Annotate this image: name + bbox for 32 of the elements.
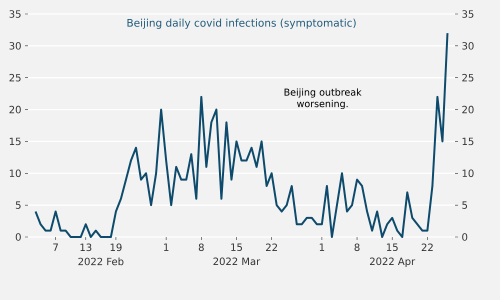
y2-tick-label: 25	[462, 74, 474, 82]
y2-tick-label: 20	[462, 106, 474, 114]
y-tick-label: 10	[10, 169, 21, 178]
x2-tick-label: 2022 Feb	[78, 258, 124, 266]
x2-tick-label: 2022 Mar	[213, 258, 260, 266]
x-tick-label: 8	[198, 244, 204, 252]
chart-title: Beijing daily covid infections (symptomatic)	[127, 18, 356, 29]
y2-tick-label: 30	[462, 42, 474, 50]
x-tick-label: 1	[164, 244, 168, 251]
y2-tick-label: 35	[462, 10, 474, 18]
x-tick-label: 8	[354, 244, 360, 252]
y-tick-label: 35	[10, 10, 21, 18]
y2-tick-label: 15	[462, 138, 474, 146]
y-tick-label: 30	[10, 42, 21, 50]
annotation: Beijing outbreak worsening.	[284, 88, 362, 110]
x2-tick-label: 2022 Apr	[370, 258, 416, 268]
x-tick-label: 15	[231, 244, 242, 251]
y-tick-label: 15	[10, 138, 21, 146]
y-tick-label: 20	[9, 106, 21, 114]
y-tick-label: 5	[16, 201, 21, 209]
y-tick-label: 0	[16, 233, 21, 241]
x-tick-label: 13	[80, 244, 92, 252]
y2-tick-label: 0	[462, 233, 468, 241]
x-tick-label: 19	[110, 244, 122, 252]
x-tick-label: 22	[422, 244, 433, 251]
x-tick-label: 7	[53, 244, 58, 251]
x-tick-label: 22	[266, 244, 278, 251]
y2-tick-label: 10	[462, 169, 474, 178]
x-tick-label: 15	[386, 244, 398, 251]
x-tick-label: 1	[320, 244, 324, 251]
y-tick-label: 25	[9, 74, 21, 82]
y2-tick-label: 5	[462, 201, 468, 209]
